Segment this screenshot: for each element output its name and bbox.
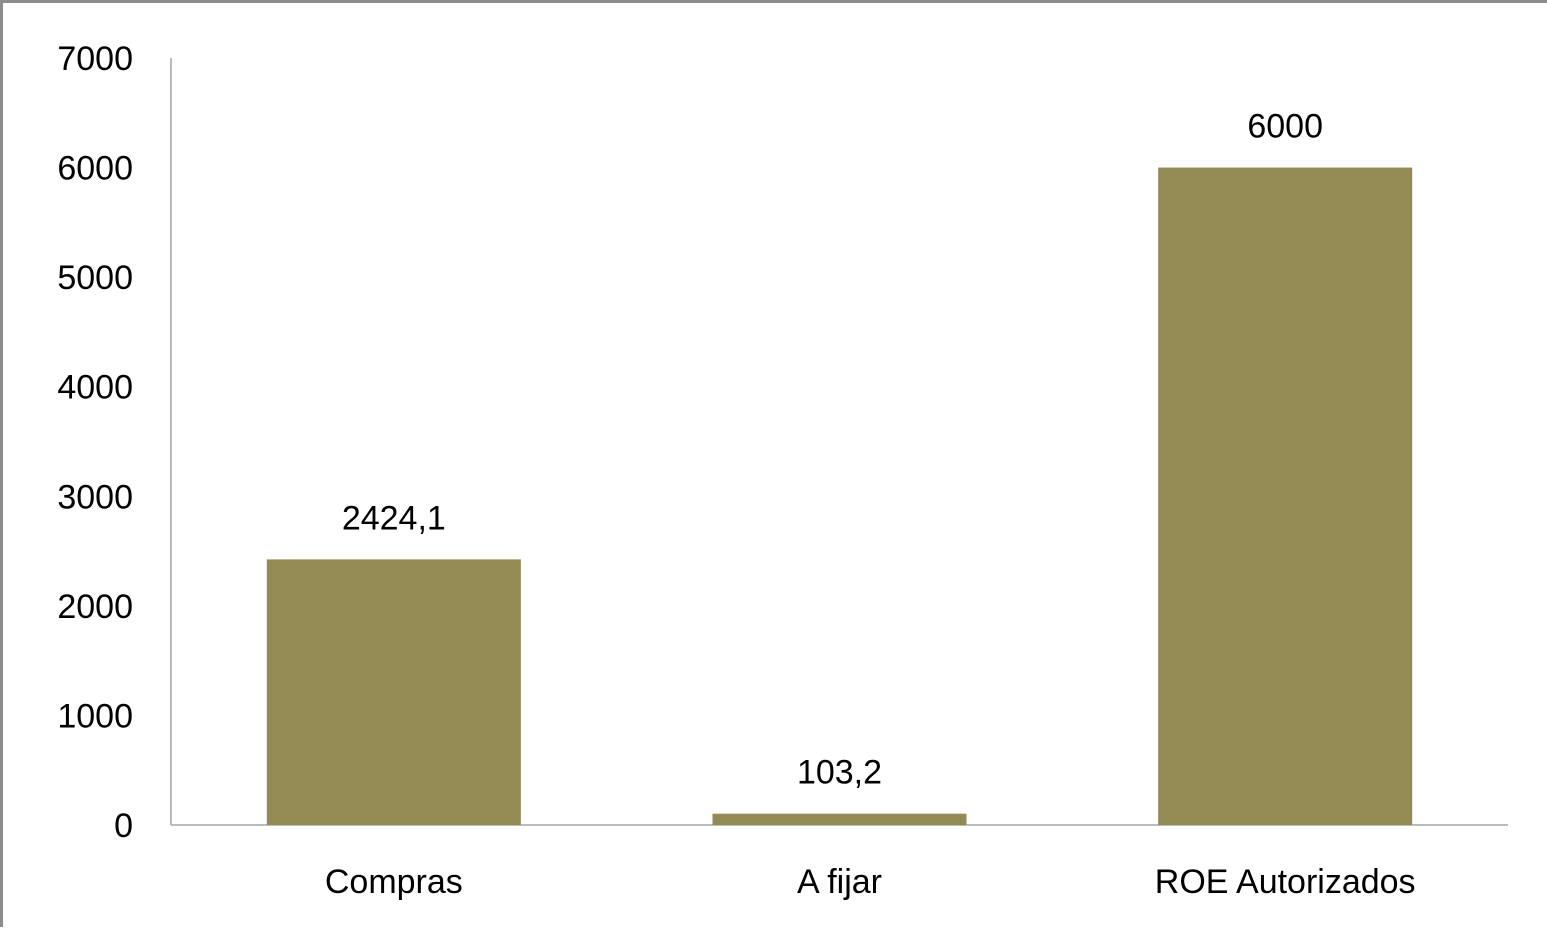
y-tick-label: 6000 [57,150,133,188]
y-tick-label: 2000 [57,588,133,626]
y-tick-label: 7000 [57,40,133,78]
data-label: 103,2 [797,754,882,792]
y-tick-label: 0 [114,807,133,845]
y-tick-label: 5000 [57,259,133,297]
y-axis: 0 1000 2000 3000 4000 5000 6000 7000 [57,40,172,845]
bar [1158,167,1413,826]
data-label: 2424,1 [342,499,446,537]
y-tick-label: 4000 [57,369,133,407]
data-labels: 2424,1 103,2 6000 [342,108,1323,792]
x-category-label: Compras [325,863,463,901]
x-category-label: ROE Autorizados [1155,863,1416,901]
bar-chart: 0 1000 2000 3000 4000 5000 6000 7000 2424,1 103,… [57,40,1508,901]
y-tick-label: 3000 [57,478,133,516]
category-labels: Compras A fijar ROE Autorizados [325,863,1416,901]
x-category-label: A fijar [797,863,882,901]
bars [266,167,1413,826]
y-tick-label: 1000 [57,697,133,735]
bar [712,813,967,825]
bar [266,559,521,825]
data-label: 6000 [1247,108,1323,146]
